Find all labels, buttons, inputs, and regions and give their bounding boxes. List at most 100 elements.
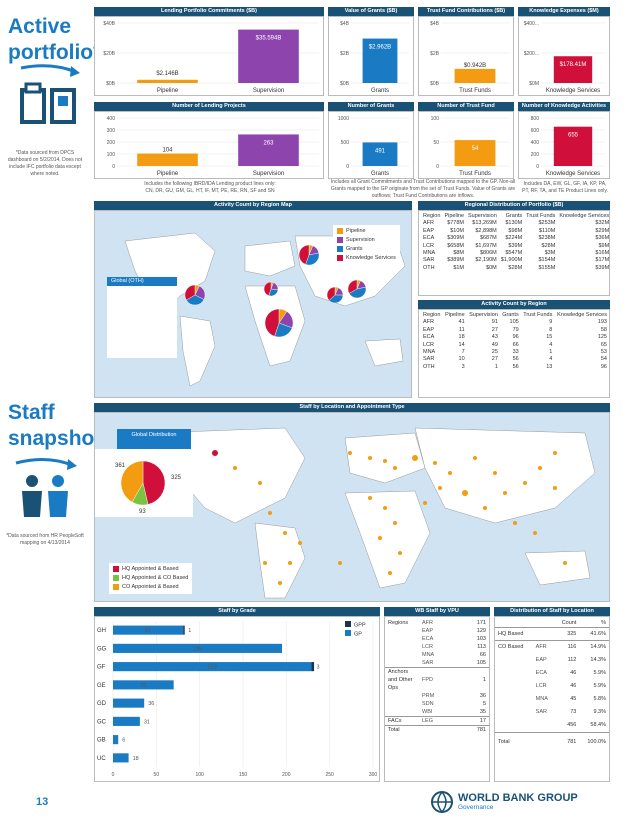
- dist-table: Count% HQ Based 325 41.6% CO Based AFR 116 14.9…: [495, 619, 609, 751]
- nproj-tick: 300: [107, 128, 116, 134]
- table-row: SAR 73 9.3%: [495, 706, 609, 719]
- staffmap-title: Staff by Location and Appointment Type: [94, 403, 610, 412]
- ngrants-bar: [362, 142, 398, 166]
- ngrants-tick: 1000: [338, 116, 349, 122]
- legend-gp: GP: [354, 632, 362, 638]
- nproj-value-label: 263: [263, 140, 274, 146]
- staff-pie-slice: [120, 460, 144, 503]
- commit-tick: $40B: [103, 21, 115, 27]
- actregion-cell: 10: [458, 356, 465, 363]
- grade-x-tick: 200: [282, 772, 291, 778]
- grade-gp-value: 195: [193, 646, 202, 652]
- actregion-header: Grants: [502, 312, 519, 318]
- actregion-cell: AFR: [423, 319, 434, 326]
- grants-value-bar: [362, 38, 398, 83]
- regional-cell: AFR: [423, 220, 434, 227]
- logo-sub: Governance: [458, 804, 494, 811]
- regional-cell: $1,900M: [500, 257, 523, 264]
- regional-cell: $98M: [508, 227, 523, 234]
- regional-cell: $17M: [595, 257, 610, 264]
- regional-cell: $1,697M: [475, 242, 497, 249]
- commit-chart: $40B $20B $0B $2.146B Pipeline $35.594B Superv…: [94, 16, 324, 96]
- know-exp-tick: $200...: [524, 51, 539, 57]
- actregion-cell: 13: [546, 363, 553, 370]
- staff-snapshot-heading: Staff snapshot*: [8, 401, 110, 450]
- nknow-chart: 800 600 400 200 0 655 Knowledge Services: [518, 111, 610, 179]
- trust-value-bar: [454, 68, 496, 83]
- staff-location-dot: [393, 521, 397, 525]
- actregion-cell: 96: [512, 334, 519, 341]
- table-row: WBI 35: [385, 708, 489, 717]
- grade-gpp-value: 1: [188, 628, 191, 634]
- vpu-unit: FPD: [419, 667, 458, 692]
- vpu-count: 129: [476, 628, 486, 634]
- grade-x-tick: 100: [195, 772, 204, 778]
- nknow-note: Includes DA, EW, GL, GF, IA, KP, PA, PT,…: [522, 181, 608, 194]
- dist-cell: [533, 719, 555, 733]
- nproj-tick: 100: [107, 152, 116, 158]
- ngrants-title: Number of Grants: [328, 102, 414, 111]
- staff-location-dot: [398, 551, 402, 555]
- dist-cell: 5.9%: [593, 683, 606, 689]
- staff-location-dot: [233, 466, 237, 470]
- vpu-count: 66: [479, 652, 486, 658]
- grade-label: GH: [97, 628, 106, 634]
- table-row: LCR $658M $1,697M $39M $28M $9M: [421, 243, 611, 250]
- grade-gp-bar: [113, 698, 145, 708]
- actregion-cell: 58: [600, 326, 607, 333]
- staff-location-dot: [563, 561, 567, 565]
- dist-cell: 5.8%: [593, 696, 606, 702]
- staff-location-dot: [462, 490, 468, 496]
- grade-label: GC: [97, 719, 107, 725]
- actregion-cell: LCR: [423, 341, 435, 348]
- table-row: PRM 36: [385, 692, 489, 700]
- staff-location-dot: [278, 581, 282, 585]
- regional-table: Region Pipeline Supervision Grants Trust Fun…: [421, 213, 611, 272]
- dist-cell: 5.9%: [593, 670, 606, 676]
- actregion-cell: 15: [546, 334, 553, 341]
- table-row: CO Based AFR 116 14.9%: [495, 640, 609, 654]
- grants-value-tick: $0B: [340, 81, 350, 87]
- vpu-unit: LCR: [422, 644, 434, 650]
- vpu-count: 36: [479, 693, 486, 699]
- regional-cell: $389M: [447, 257, 465, 264]
- regional-cell: EAP: [423, 227, 435, 234]
- vpu-total-row: Total 781: [385, 725, 489, 734]
- dist-title: Distribution of Staff by Location: [494, 607, 610, 616]
- regional-header: Knowledge Services: [559, 213, 610, 219]
- staff-location-dot: [383, 506, 387, 510]
- legend-gpp-swatch: [345, 621, 351, 627]
- dist-cell: [495, 619, 533, 628]
- map-pie-eca-slice: [298, 244, 310, 265]
- regional-cell: $806M: [479, 250, 497, 257]
- map-pie-lcr-slice: [186, 294, 205, 306]
- actregion-cell: ECA: [423, 334, 435, 341]
- map-pie-sar-slice: [328, 294, 344, 304]
- know-exp-tick: $400...: [524, 21, 539, 27]
- regional-cell: $224M: [505, 235, 523, 242]
- nproj-title: Number of Lending Projects: [94, 102, 324, 111]
- vpu-panel: Regions AFR 171 EAP 129 ECA 103 LCR 113 MNA 66 SAR 1…: [384, 616, 490, 782]
- dist-cell: 781: [554, 732, 580, 751]
- vpu-unit: WBI: [422, 709, 433, 715]
- actregion-cell: 3: [461, 363, 465, 370]
- staff-location-dot: [393, 466, 397, 470]
- know-exp-title: Knowledge Expenses ($M): [518, 7, 610, 16]
- trust-value-category-label: Trust Funds: [459, 88, 491, 94]
- regional-cell: SAR: [423, 257, 435, 264]
- dist-cell: [532, 732, 555, 751]
- commit-value-label: $2.146B: [156, 71, 178, 77]
- dist-cell: %: [601, 620, 606, 626]
- dist-cell: 58.4%: [590, 722, 606, 728]
- staff-location-dot: [493, 471, 497, 475]
- staff-location-dot: [368, 496, 372, 500]
- regional-title: Regional Distribution of Portfolio ($B): [418, 201, 610, 210]
- table-row: AFR $778M $13,269M $130M $253M $32M: [421, 220, 611, 227]
- active-note: *Data sourced from DPCS dashboard on 5/2…: [7, 150, 83, 177]
- ngrants-value-label: 491: [375, 148, 386, 154]
- commit-bar: [137, 79, 198, 83]
- dist-cell: [495, 680, 533, 693]
- actregion-cell: 125: [597, 334, 607, 341]
- vpu-count: 17: [457, 716, 489, 726]
- grants-value-title: Value of Grants ($B): [328, 7, 414, 16]
